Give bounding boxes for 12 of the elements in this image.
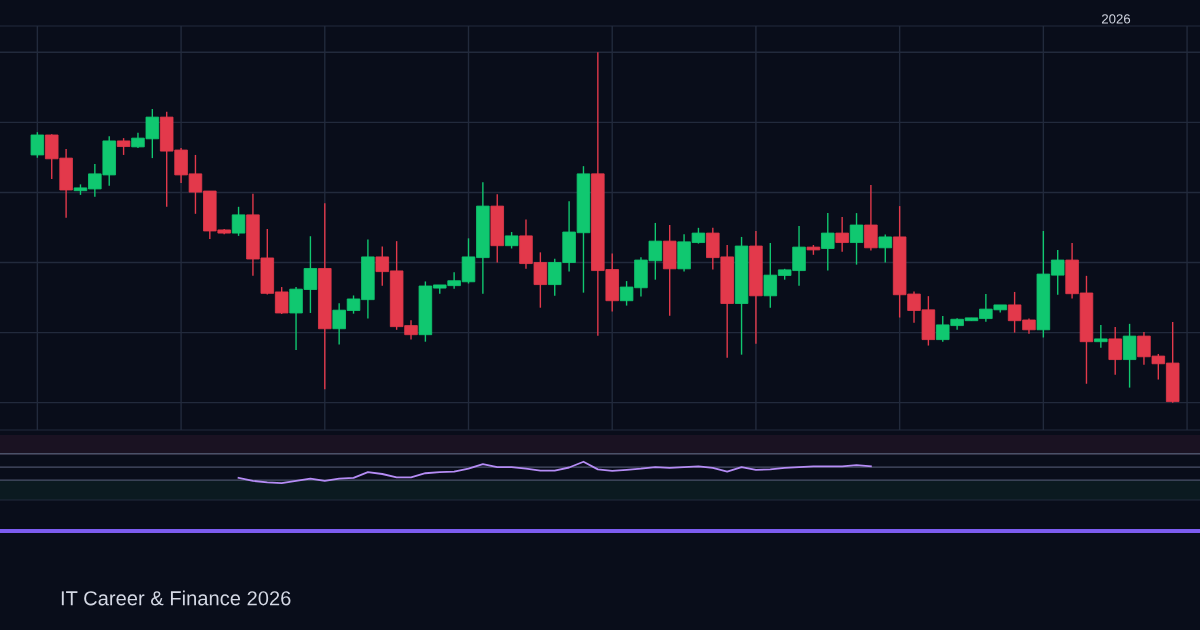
candlestick xyxy=(231,206,246,237)
text: IT Career & Finance 2026 xyxy=(61,590,291,606)
candlestick xyxy=(835,216,849,253)
candlestick xyxy=(849,212,864,266)
candlestick xyxy=(1122,323,1137,389)
candlestick xyxy=(864,184,878,252)
candlestick xyxy=(1094,324,1108,349)
candlestick xyxy=(821,212,835,272)
text: 2026 xyxy=(1101,14,1131,24)
candlestick xyxy=(1108,326,1122,376)
candlestick xyxy=(878,233,893,264)
candlestick xyxy=(30,131,45,159)
